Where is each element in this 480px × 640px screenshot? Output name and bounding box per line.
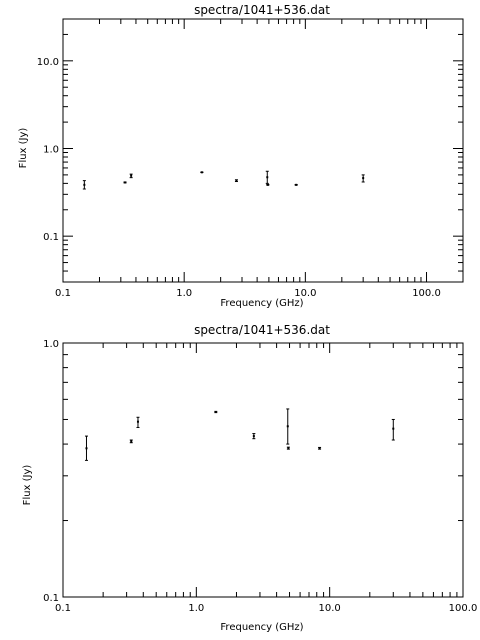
data-point: [318, 447, 321, 450]
data-point: [235, 179, 238, 182]
data-point: [83, 183, 86, 186]
x-axis-label: Frequency (GHz): [220, 622, 303, 633]
y-tick-label: 1.0: [43, 339, 59, 350]
plot-frame: [62, 18, 464, 283]
y-tick-label: 10.0: [37, 57, 59, 68]
data-point: [252, 435, 255, 438]
chart-title: spectra/1041+536.dat: [194, 3, 330, 17]
chart-title: spectra/1041+536.dat: [194, 323, 330, 337]
x-axis-label: Frequency (GHz): [220, 298, 303, 309]
y-tick-label: 0.1: [43, 232, 59, 243]
plot-area: 0.1 1.0 10.0 100.0 0.1 1.0: [43, 339, 477, 614]
y-axis-label: Flux (Jy): [18, 128, 29, 169]
data-point: [286, 425, 289, 428]
data-point: [266, 183, 269, 186]
x-tick-label: 10.0: [319, 603, 341, 614]
flux-plot-top: spectra/1041+536.dat 0.1 1.0 10.0 100.0 0.1 1…: [18, 3, 464, 309]
x-tick-label: 100.0: [449, 603, 478, 614]
x-tick-label: 100.0: [412, 288, 441, 299]
x-tick-label: 0.1: [55, 603, 71, 614]
x-tick-label: 10.0: [294, 288, 316, 299]
x-tick-label: 0.1: [55, 288, 71, 299]
plot-area: 0.1 1.0 10.0 100.0 0.1 1.0 10.0: [37, 18, 464, 299]
data-point: [362, 177, 365, 180]
y-axis-label: Flux (Jy): [22, 465, 33, 506]
data-point: [392, 427, 395, 430]
data-point: [295, 183, 298, 186]
x-tick-label: 1.0: [176, 288, 192, 299]
x-tick-label: 1.0: [188, 603, 204, 614]
data-point: [214, 410, 217, 413]
data-point: [85, 447, 88, 450]
data-point: [124, 181, 127, 184]
data-point: [266, 176, 269, 179]
y-tick-label: 1.0: [43, 144, 59, 155]
data-point: [136, 420, 139, 423]
y-tick-label: 0.1: [43, 593, 59, 604]
data-point: [200, 171, 203, 174]
data-point: [130, 174, 133, 177]
data-point: [130, 440, 133, 443]
plot-frame: [62, 342, 464, 598]
flux-plot-bottom: spectra/1041+536.dat 0.1 1.0 10.0 100.0 0.1 1…: [22, 323, 477, 633]
data-point: [287, 447, 290, 450]
